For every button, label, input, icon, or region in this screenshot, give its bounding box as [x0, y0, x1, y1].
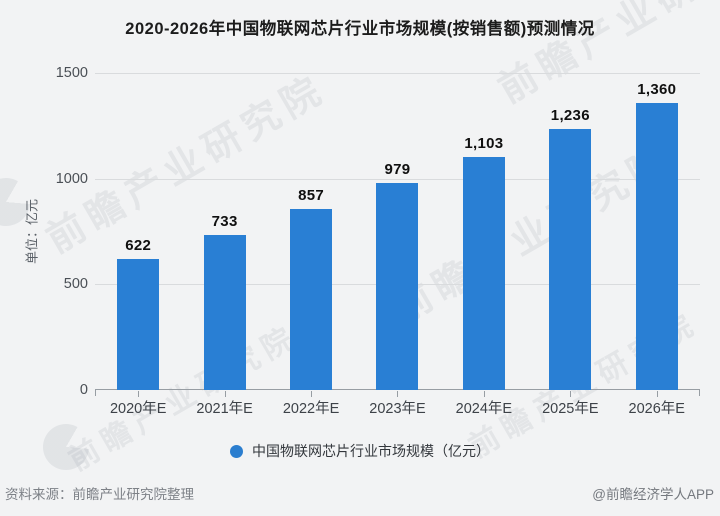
bar-value-label: 1,103	[464, 134, 504, 152]
bar-value-label: 979	[384, 161, 411, 179]
bar-2023	[376, 183, 419, 390]
plot-area: 622 733 857 979 1,103 1,236	[95, 73, 700, 397]
bar-2024	[462, 156, 505, 390]
gridline-1000	[95, 178, 700, 180]
y-tick-0: 0	[79, 382, 88, 398]
bar-value-label: 622	[125, 236, 152, 254]
bar-2020	[117, 258, 160, 390]
bar-2025	[549, 128, 592, 390]
chart-title: 2020-2026年中国物联网芯片行业市场规模(按销售额)预测情况	[125, 20, 595, 38]
x-tick-2024: 2024年E	[455, 401, 513, 417]
bar-value-label: 1,236	[550, 106, 590, 124]
bar-value-label: 857	[298, 186, 325, 204]
watermark-logo-icon	[43, 424, 89, 470]
gridline-1500	[95, 73, 700, 74]
legend-marker-icon	[230, 444, 243, 458]
y-axis-tick-labels: 1500 1000 500 0	[38, 65, 88, 398]
y-tick-500: 500	[63, 276, 88, 293]
bar-group-2026: 1,360	[614, 73, 700, 397]
bar-series: 622 733 857 979 1,103 1,236	[95, 73, 700, 397]
y-tick-1500: 1500	[55, 65, 88, 81]
bar-value-label: 733	[211, 213, 238, 231]
y-tick-1000: 1000	[55, 170, 88, 187]
source-note: 资料来源：前瞻产业研究院整理	[5, 487, 194, 502]
bar-group-2025: 1,236	[527, 73, 613, 397]
bar-group-2024: 1,103	[441, 73, 527, 397]
x-axis-tick-labels: 2020年E 2021年E 2022年E 2023年E 2024年E 2025年…	[95, 397, 700, 418]
bar-2026	[635, 102, 678, 390]
x-tick-2023: 2023年E	[369, 401, 426, 417]
x-tick-2021: 2021年E	[196, 401, 253, 417]
x-tick-2025: 2025年E	[542, 401, 599, 417]
legend-label: 中国物联网芯片行业市场规模（亿元）	[252, 443, 490, 459]
x-tick-2022: 2022年E	[282, 401, 340, 417]
bar-group-2023: 979	[354, 73, 440, 397]
bar-2021	[203, 235, 246, 390]
legend: 中国物联网芯片行业市场规模（亿元）	[0, 441, 720, 461]
bar-group-2022: 857	[268, 73, 354, 397]
bar-value-label: 1,360	[637, 80, 677, 98]
bar-group-2021: 733	[181, 73, 267, 397]
bar-2022	[290, 208, 333, 390]
credit-note: @前瞻经济学人APP	[592, 487, 714, 502]
x-tick-2026: 2026年E	[628, 401, 685, 417]
x-tick-2020: 2020年E	[109, 401, 167, 417]
bar-group-2020: 622	[95, 73, 181, 397]
